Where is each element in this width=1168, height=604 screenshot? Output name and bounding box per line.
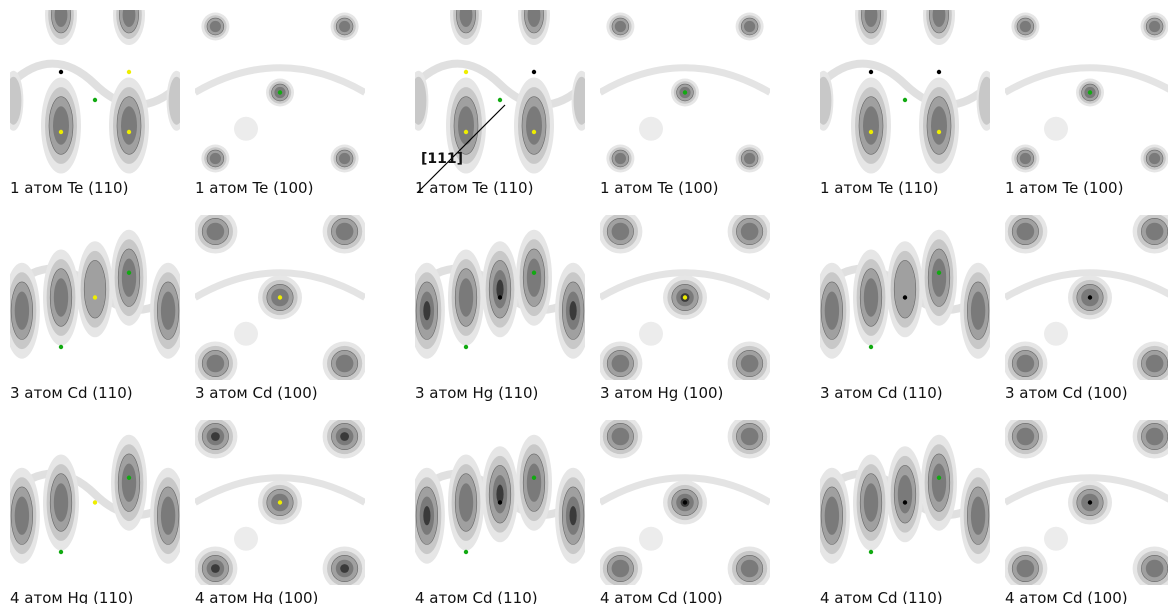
contour-map <box>3 0 186 175</box>
caption: 3 атом Cd (110) <box>820 384 943 402</box>
caption: 3 атом Cd (100) <box>1005 384 1128 402</box>
caption: 4 атом Hg (110) <box>10 589 133 604</box>
caption: 1 атом Te (110) <box>820 179 938 197</box>
caption: 4 атом Cd (110) <box>415 589 538 604</box>
caption: 4 атом Cd (100) <box>1005 589 1128 604</box>
contour-map <box>193 210 366 386</box>
contour-map <box>598 210 771 386</box>
contour-map <box>598 415 771 591</box>
contour-map <box>813 0 996 175</box>
contour-map <box>1003 210 1168 386</box>
caption: 3 атом Cd (100) <box>195 384 318 402</box>
caption: 4 атом Hg (100) <box>195 589 318 604</box>
caption: 4 атом Cd (100) <box>600 589 723 604</box>
caption: 3 атом Cd (110) <box>10 384 133 402</box>
contour-map <box>195 10 365 175</box>
caption: 1 атом Te (100) <box>1005 179 1123 197</box>
contour-map <box>814 420 996 585</box>
contour-map <box>4 420 186 585</box>
figure: 1 атом Te (110) 1 атом Te (100) 3 атом Cd … <box>0 0 1168 604</box>
contour-map <box>193 415 366 591</box>
direction-label: [111] <box>421 151 463 167</box>
caption: 3 атом Hg (100) <box>600 384 723 402</box>
caption: 1 атом Te (110) <box>10 179 128 197</box>
caption: 1 атом Te (100) <box>195 179 313 197</box>
caption: 4 атом Cd (110) <box>820 589 943 604</box>
caption: 3 атом Hg (110) <box>415 384 538 402</box>
contour-map <box>409 420 591 585</box>
contour-map <box>814 215 996 380</box>
contour-map <box>1005 10 1168 175</box>
contour-map <box>4 215 186 380</box>
contour-map <box>409 215 591 380</box>
contour-map <box>408 0 591 175</box>
caption: 1 атом Te (110) <box>415 179 533 197</box>
contour-map <box>600 10 770 175</box>
caption: 1 атом Te (100) <box>600 179 718 197</box>
contour-map <box>1003 415 1168 591</box>
